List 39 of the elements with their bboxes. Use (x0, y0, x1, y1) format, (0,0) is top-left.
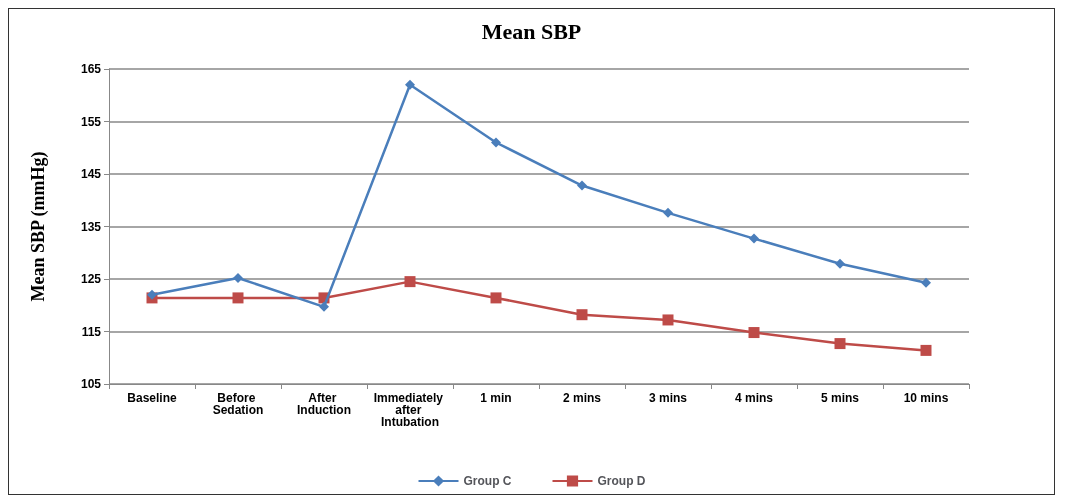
x-tick-label: 5 mins (820, 391, 860, 405)
x-tick-label: 4 mins (734, 391, 774, 405)
y-tick-label: 155 (80, 114, 102, 129)
chart-title: Mean SBP (481, 18, 582, 44)
y-tick-label: 135 (80, 219, 102, 234)
x-tick-label: After Induction (297, 391, 351, 417)
y-tick-label: 115 (81, 324, 102, 339)
y-axis-title: Mean SBP (mmHg) (28, 151, 49, 302)
x-tick-label: Before Sedation (212, 391, 264, 417)
point (404, 276, 416, 288)
point (232, 292, 244, 304)
point (663, 207, 673, 218)
y-tick-label: 145 (80, 167, 102, 181)
x-tick-label: 3 mins (648, 391, 688, 405)
y-tick-label: 105 (80, 377, 102, 391)
x-tick-label: 2 mins (562, 391, 602, 405)
point (147, 289, 157, 300)
point (835, 258, 845, 269)
x-tick-label: 10 mins (903, 391, 949, 405)
point (577, 180, 587, 191)
y-tick-label: 165 (80, 62, 102, 76)
x-tick-label: Baseline (127, 391, 178, 405)
y-tick-label: 125 (80, 272, 102, 286)
x-tick-label: 1 min (480, 391, 512, 405)
legend-label: Group C (463, 474, 512, 488)
point (319, 301, 329, 312)
point (834, 338, 846, 350)
point (748, 327, 760, 339)
point (920, 344, 932, 356)
x-tick-label: Immediately after Intubation (373, 391, 447, 429)
point (490, 292, 502, 304)
point (491, 137, 501, 148)
point (749, 233, 759, 244)
point (233, 272, 243, 283)
point (662, 314, 674, 326)
point (921, 277, 931, 288)
legend-label: Group D (597, 474, 646, 488)
point (405, 79, 415, 90)
point (576, 309, 588, 321)
